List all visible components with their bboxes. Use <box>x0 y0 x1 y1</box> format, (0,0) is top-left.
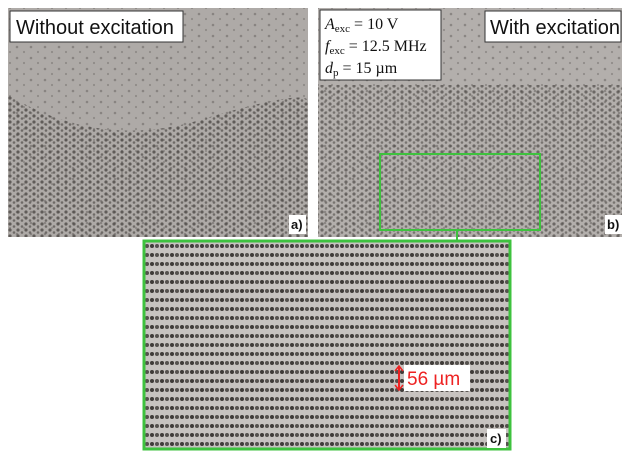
micrograph <box>144 241 510 449</box>
value: = 15 µm <box>343 60 398 77</box>
figure: Without excitation a) Aexc= 10 V fexc= 1… <box>0 0 626 451</box>
panel-b: Aexc= 10 V fexc= 12.5 MHz dp= 15 µm With… <box>318 8 622 237</box>
panel-label: c) <box>490 431 502 446</box>
panel-label: b) <box>607 217 619 232</box>
value: = 12.5 MHz <box>349 38 427 55</box>
panel-c: 56 µm c) <box>144 241 510 449</box>
texture <box>318 85 622 237</box>
subscript: p <box>333 67 339 79</box>
panel-label: a) <box>291 217 303 232</box>
scale-bar-label: 56 µm <box>407 369 460 390</box>
panel-title: With excitation <box>490 17 620 39</box>
subscript: exc <box>329 45 344 57</box>
value: = 10 V <box>354 16 399 33</box>
symbol: A <box>324 16 335 33</box>
subscript: exc <box>335 23 350 35</box>
panel-a: Without excitation a) <box>8 8 308 237</box>
panel-title: Without excitation <box>16 17 174 39</box>
